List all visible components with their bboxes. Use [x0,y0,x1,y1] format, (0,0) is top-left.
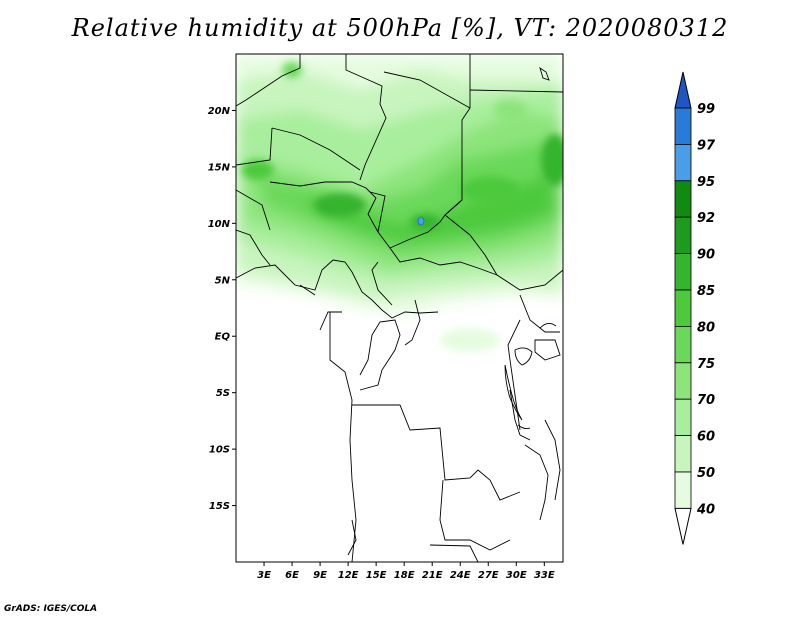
lat-tick-label: EQ [215,332,231,343]
lat-tick-label: 15N [208,162,231,173]
colorbar-segment [674,325,692,364]
colorbar-label: 70 [697,393,715,408]
country-borders [236,54,563,562]
colorbar-label: 99 [697,102,715,117]
colorbar-segment [674,289,692,327]
lon-tick-label: 27E [478,570,499,581]
colorbar-segment [674,362,692,400]
lon-tick-label: 3E [257,570,271,581]
colorbar-label: 40 [696,502,715,517]
lon-tick-label: 24E [450,570,471,581]
water-bodies [504,66,557,430]
longitude-axis: 3E 6E 9E 12E 15E 18E 21E 24E 27E 30E 33E [257,562,555,581]
colorbar-segment [674,435,692,473]
lat-tick-label: 15S [209,501,230,512]
lat-tick-label: 10N [208,219,231,230]
colorbar-segment [674,398,692,437]
lat-tick-label: 5S [216,388,230,399]
colorbar-label: 97 [697,138,716,153]
colorbar-segment [674,216,692,254]
colorbar-label: 90 [697,248,715,263]
plot-frame [235,53,564,563]
lon-tick-label: 21E [422,570,443,581]
lon-tick-label: 12E [338,570,359,581]
grads-credit: GrADS: IGES/COLA [4,604,98,614]
lon-tick-label: 15E [366,570,387,581]
colorbar-label: 92 [697,211,715,226]
lon-tick-label: 18E [394,570,415,581]
colorbar-label: 60 [697,430,715,445]
colorbar-segment [674,143,692,182]
colorbar-segment [674,107,692,145]
colorbar-segment [674,507,692,545]
lon-tick-label: 30E [506,570,527,581]
humidity-field [236,54,563,562]
colorbar-label: 75 [697,357,715,372]
colorbar-segment [674,471,692,509]
colorbar-label: 95 [697,175,715,190]
colorbar-label: 85 [697,284,715,299]
colorbar-label: 50 [697,466,715,481]
colorbar-segment [674,253,692,291]
lon-tick-label: 33E [534,570,555,581]
colorbar: 99 97 95 92 90 85 80 75 70 60 50 40 [674,71,716,545]
map-title: Relative humidity at 500hPa [%], VT: 202… [71,14,729,42]
colorbar-label: 80 [697,320,715,335]
lat-tick-label: 10S [209,445,230,456]
lat-tick-label: 20N [208,106,231,117]
lat-tick-label: 5N [215,275,231,286]
lon-tick-label: 6E [285,570,299,581]
colorbar-segment [674,180,692,218]
latitude-axis: 20N 15N 10N 5N EQ 5S 10S 15S [208,106,236,512]
lon-tick-label: 9E [313,570,327,581]
colorbar-segment [674,71,692,109]
